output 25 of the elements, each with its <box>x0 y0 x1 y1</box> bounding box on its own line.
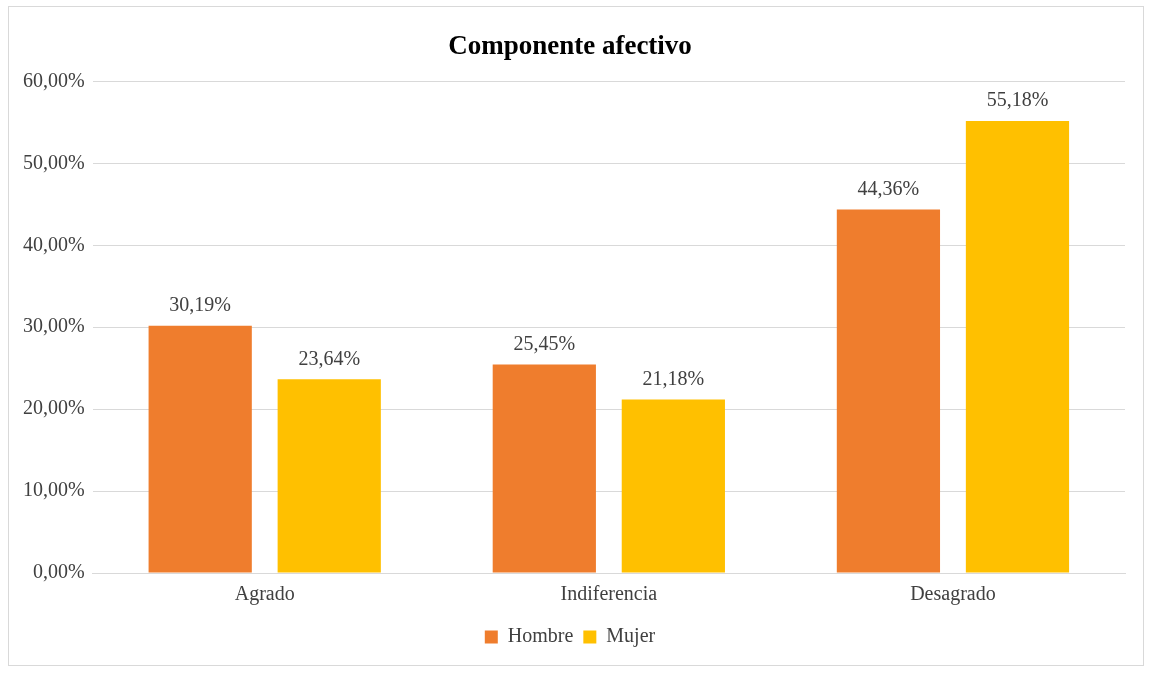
y-tick-label: 10,00% <box>22 478 85 501</box>
data-label: 23,64% <box>298 346 361 369</box>
x-tick-label: Desagrado <box>910 582 996 606</box>
y-tick-label: 0,00% <box>32 560 85 583</box>
bar <box>148 325 252 573</box>
chart-title: Componente afectivo <box>448 30 692 61</box>
bar <box>836 209 941 573</box>
bar <box>492 364 596 573</box>
y-tick-label: 40,00% <box>22 232 85 255</box>
data-label: 30,19% <box>169 292 232 315</box>
data-label: 25,45% <box>513 331 576 354</box>
y-tick-label: 20,00% <box>22 396 85 419</box>
bar <box>621 399 725 573</box>
y-tick-label: 60,00% <box>22 68 85 91</box>
x-tick-label: Indiferencia <box>560 582 658 605</box>
data-label: 44,36% <box>857 176 920 199</box>
bar <box>277 379 381 573</box>
y-tick-label: 30,00% <box>22 314 85 337</box>
y-tick-label: 50,00% <box>22 150 85 173</box>
legend-label: Mujer <box>606 624 656 648</box>
data-label: 21,18% <box>642 366 705 389</box>
x-tick-label: Agrado <box>234 582 295 606</box>
data-label: 55,18% <box>986 88 1049 111</box>
bar <box>965 120 1070 573</box>
legend-label: Hombre <box>507 624 574 647</box>
